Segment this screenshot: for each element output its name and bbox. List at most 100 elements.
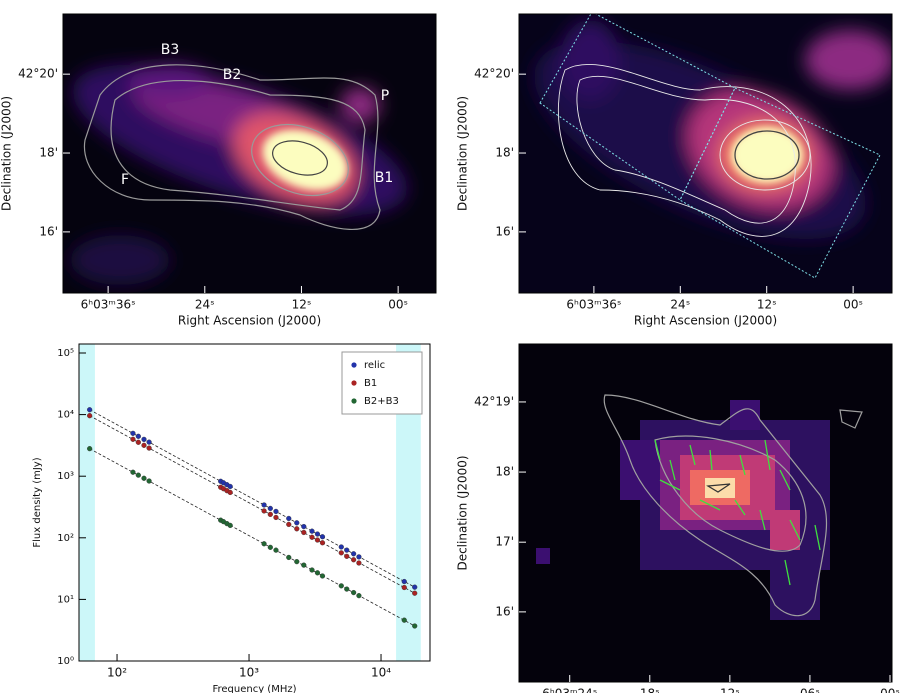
axes-frame [518, 343, 893, 683]
radio-map [63, 14, 436, 293]
x-tick-label: 10² [107, 666, 127, 680]
y-tick-label: 18' [495, 465, 514, 479]
x-tick-label: 10⁴ [371, 666, 391, 680]
data-point [319, 573, 326, 579]
data-point [294, 520, 300, 526]
axes-frame [78, 343, 431, 662]
data-point [267, 511, 273, 517]
data-point [412, 584, 418, 590]
data-point [273, 514, 279, 521]
data-point [135, 439, 141, 445]
data-point [309, 567, 315, 573]
x-tick-label: 12ˢ [757, 298, 777, 312]
x-tick-label: 6ʰ03ᵐ36ˢ [566, 298, 621, 312]
legend-label: B1 [364, 378, 377, 389]
y-tick-label: 10⁵ [57, 348, 74, 359]
data-point [227, 483, 233, 490]
y-tick-label: 16' [495, 224, 514, 238]
data-point [356, 554, 362, 560]
x-tick-label: 12ˢ [292, 298, 312, 312]
y-tick-label: 10⁴ [57, 410, 74, 421]
annotation: B1 [375, 170, 394, 186]
y-tick-label: 10² [57, 533, 74, 544]
x-tick-label: 24ˢ [195, 298, 215, 312]
data-point [267, 544, 273, 550]
data-point [412, 623, 418, 629]
radio-map [519, 14, 892, 293]
y-tick-label: 42°20' [18, 67, 58, 81]
x-tick-label: 00ˢ [388, 298, 408, 312]
annotation: B2 [223, 67, 242, 83]
data-point [227, 489, 233, 496]
legend-marker [351, 362, 357, 368]
data-point [286, 521, 292, 528]
data-point [261, 541, 267, 547]
data-point [301, 562, 307, 568]
data-point [401, 617, 407, 623]
y-axis-label: Declination (J2000) [456, 455, 470, 570]
x-axis-label: Right Ascension (J2000) [634, 314, 777, 328]
x-tick-label: 00ˢ [843, 298, 863, 312]
data-point [273, 508, 279, 515]
data-point [344, 553, 350, 559]
annotation: F [121, 172, 129, 188]
data-point [401, 578, 407, 585]
data-point [141, 436, 147, 442]
y-tick-label: 10³ [57, 471, 74, 482]
data-point [344, 547, 350, 553]
data-point [87, 446, 93, 452]
y-tick-label: 17' [495, 535, 514, 549]
y-tick-label: 42°19' [474, 394, 514, 408]
legend-label: B2+B3 [364, 396, 399, 407]
annotation: P [381, 88, 389, 104]
y-tick-label: 10⁰ [57, 656, 74, 667]
data-point [87, 413, 93, 419]
data-point [344, 586, 350, 592]
legend-marker [351, 398, 357, 404]
x-tick-label: 6ʰ03ᵐ36ˢ [81, 298, 136, 312]
data-point [309, 528, 315, 534]
data-point [227, 522, 233, 528]
y-axis-label: Declination (J2000) [456, 96, 470, 211]
data-point [319, 540, 326, 546]
data-point [351, 551, 357, 557]
x-axis-label: Right Ascension (J2000) [178, 314, 321, 328]
data-point [351, 589, 357, 596]
legend-label: relic [364, 360, 385, 371]
data-point [146, 478, 152, 484]
data-point [146, 439, 152, 445]
x-tick-label: 12ˢ [720, 687, 740, 693]
data-point [301, 523, 307, 530]
data-point [319, 534, 326, 540]
legend-marker [351, 380, 357, 386]
y-axis-label: Flux density (mJy) [32, 457, 43, 547]
data-point [87, 407, 93, 413]
shaded-range [79, 344, 95, 661]
data-point [261, 508, 267, 514]
annotation: B3 [161, 42, 180, 58]
data-point [412, 590, 418, 596]
data-point [351, 557, 357, 563]
y-tick-label: 16' [495, 604, 514, 618]
data-point [314, 537, 321, 543]
y-tick-label: 18' [495, 146, 514, 160]
x-tick-label: 00ˢ [880, 687, 900, 693]
data-point [267, 505, 273, 512]
data-point [314, 531, 321, 537]
data-point [141, 475, 147, 481]
data-point [338, 544, 344, 550]
x-tick-label: 24ˢ [670, 298, 690, 312]
data-point [356, 593, 362, 599]
data-point [135, 433, 141, 439]
data-point [338, 550, 344, 556]
y-tick-label: 16' [39, 224, 58, 238]
radio-map [519, 344, 892, 682]
data-point [130, 436, 136, 442]
y-axis-label: Declination (J2000) [0, 96, 14, 211]
data-point [146, 445, 152, 451]
data-point [338, 583, 344, 589]
y-tick-label: 10¹ [57, 594, 74, 605]
y-tick-label: 18' [39, 146, 58, 160]
data-point [286, 515, 292, 522]
